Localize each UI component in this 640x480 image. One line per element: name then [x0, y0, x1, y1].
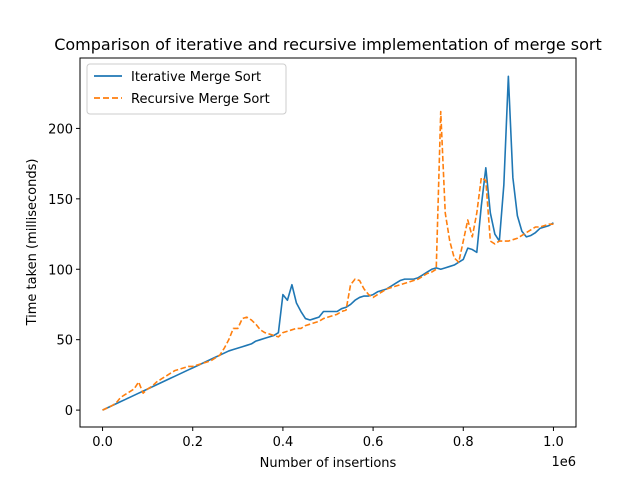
y-tick-label: 100 — [48, 263, 73, 278]
y-tick-label: 200 — [48, 122, 73, 137]
chart-title: Comparison of iterative and recursive im… — [54, 35, 602, 54]
legend-label-recursive: Recursive Merge Sort — [131, 92, 270, 107]
y-axis-label: Time taken (milliseconds) — [25, 159, 40, 327]
x-tick-label: 0.2 — [182, 435, 203, 450]
x-tick-label: 0.8 — [453, 435, 474, 450]
plot-area: 0.0 0.2 0.4 0.6 0.8 1.0 0 50 100 150 200 — [48, 57, 577, 450]
legend: Iterative Merge Sort Recursive Merge Sor… — [86, 63, 287, 115]
y-tick-label: 150 — [48, 193, 73, 208]
x-tick-label: 0.0 — [92, 435, 113, 450]
x-axis-label: Number of insertions — [260, 456, 397, 471]
x-tick-label: 1.0 — [543, 435, 564, 450]
y-tick-label: 0 — [65, 404, 73, 419]
legend-box — [86, 63, 287, 115]
plot-frame — [79, 57, 577, 428]
x-axis-offset-label: 1e6 — [551, 455, 576, 470]
x-tick-label: 0.4 — [273, 435, 294, 450]
series-line-iterative-merge-sort — [102, 75, 554, 411]
series-line-recursive-merge-sort — [102, 110, 554, 411]
x-tick-label: 0.6 — [363, 435, 384, 450]
legend-label-iterative: Iterative Merge Sort — [131, 70, 261, 85]
y-tick-label: 50 — [56, 334, 73, 349]
